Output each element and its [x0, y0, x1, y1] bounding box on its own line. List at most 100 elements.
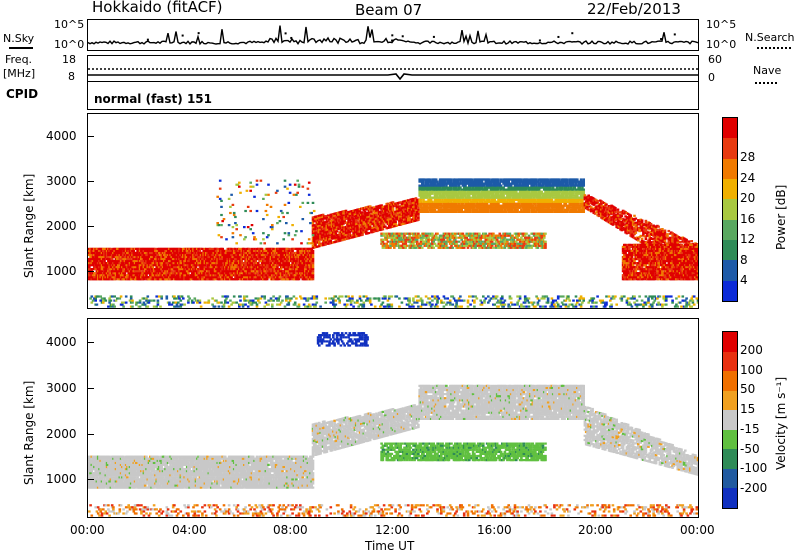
power-cell	[178, 247, 181, 250]
power-cell	[502, 198, 505, 201]
power-cell	[93, 257, 96, 261]
power-cell	[502, 204, 505, 207]
power-cell	[88, 259, 91, 263]
power-cell	[140, 249, 143, 252]
power-cell	[192, 272, 195, 275]
power-cell	[478, 190, 481, 193]
power-cell	[381, 228, 385, 231]
power-cell	[192, 268, 195, 271]
power-cell	[318, 224, 321, 227]
power-cell	[109, 276, 113, 279]
power-cell	[143, 249, 147, 252]
power-cell	[239, 272, 242, 275]
power-cell	[129, 266, 133, 269]
power-cell	[161, 249, 165, 252]
power-cell	[427, 186, 430, 189]
power-cell	[413, 217, 416, 220]
power-cell	[419, 198, 423, 201]
nave-legend-line	[755, 82, 777, 84]
power-cell	[315, 237, 319, 240]
freq-trace	[88, 68, 698, 81]
power-cell	[136, 251, 139, 255]
power-cell	[471, 194, 475, 197]
power-cell	[140, 253, 143, 257]
power-cell	[535, 196, 538, 199]
power-cell	[132, 257, 136, 261]
power-cell	[194, 266, 198, 269]
power-cell	[382, 223, 386, 226]
power-cell	[422, 180, 425, 183]
power-cell	[165, 272, 169, 275]
power-cell	[161, 262, 165, 265]
power-cell	[201, 262, 204, 265]
power-cell	[384, 207, 387, 210]
power-cell	[184, 278, 188, 281]
power-cell	[187, 272, 190, 275]
power-cell	[451, 190, 455, 193]
power-cell	[347, 229, 350, 232]
power-cell	[164, 247, 167, 250]
sky-tick-top: 10^5	[54, 18, 85, 31]
power-cell	[304, 255, 307, 259]
power-cell	[366, 220, 369, 223]
power-cell	[428, 178, 432, 181]
power-cell	[135, 257, 138, 261]
power-cell	[532, 180, 536, 183]
power-cell	[457, 210, 461, 213]
power-cell	[287, 272, 291, 275]
power-cell	[321, 213, 325, 216]
power-cell	[441, 188, 444, 191]
power-cell	[304, 272, 307, 275]
power-cell	[352, 221, 355, 224]
power-cell	[142, 259, 146, 263]
power-cell	[208, 253, 212, 257]
power-cell	[273, 276, 277, 279]
power-cell	[334, 222, 338, 225]
power-cell	[535, 184, 538, 187]
power-cell	[471, 196, 475, 199]
power-cell	[184, 262, 188, 265]
power-cell	[333, 214, 336, 217]
power-cell	[417, 206, 420, 209]
power-cell	[140, 264, 143, 267]
power-cell	[208, 249, 212, 252]
power-cell	[338, 233, 341, 236]
power-cell	[535, 182, 538, 185]
power-cell	[178, 272, 181, 275]
power-cell	[352, 231, 355, 235]
power-cell	[527, 210, 531, 213]
power-cell	[264, 253, 268, 257]
power-cell	[349, 228, 353, 231]
power-cell	[506, 200, 509, 203]
power-cell	[136, 274, 139, 277]
power-cell	[457, 204, 461, 207]
power-cell	[154, 253, 157, 257]
power-cell	[276, 268, 279, 271]
power-cell	[532, 182, 536, 185]
power-cell	[515, 190, 518, 193]
power-cell	[175, 264, 179, 267]
power-cell	[396, 218, 400, 221]
power-cell	[98, 253, 101, 257]
power-cell	[304, 251, 307, 255]
power-cell	[437, 204, 441, 207]
power-cell	[127, 251, 130, 255]
power-cell	[415, 200, 419, 204]
power-cell	[518, 210, 522, 213]
power-cell	[90, 268, 94, 271]
power-cell	[337, 217, 340, 220]
power-cell	[332, 221, 335, 224]
power-cell	[95, 264, 99, 267]
power-cell	[502, 180, 505, 183]
power-cell	[352, 225, 355, 228]
power-cell	[170, 257, 174, 261]
power-cell	[412, 197, 415, 201]
power-cell	[307, 264, 311, 267]
power-cell	[273, 262, 277, 265]
power-cell	[334, 232, 338, 235]
power-cell	[96, 259, 100, 263]
power-cell	[253, 266, 256, 269]
power-cell	[518, 182, 522, 185]
power-cell	[474, 194, 477, 197]
power-cell	[112, 270, 115, 273]
